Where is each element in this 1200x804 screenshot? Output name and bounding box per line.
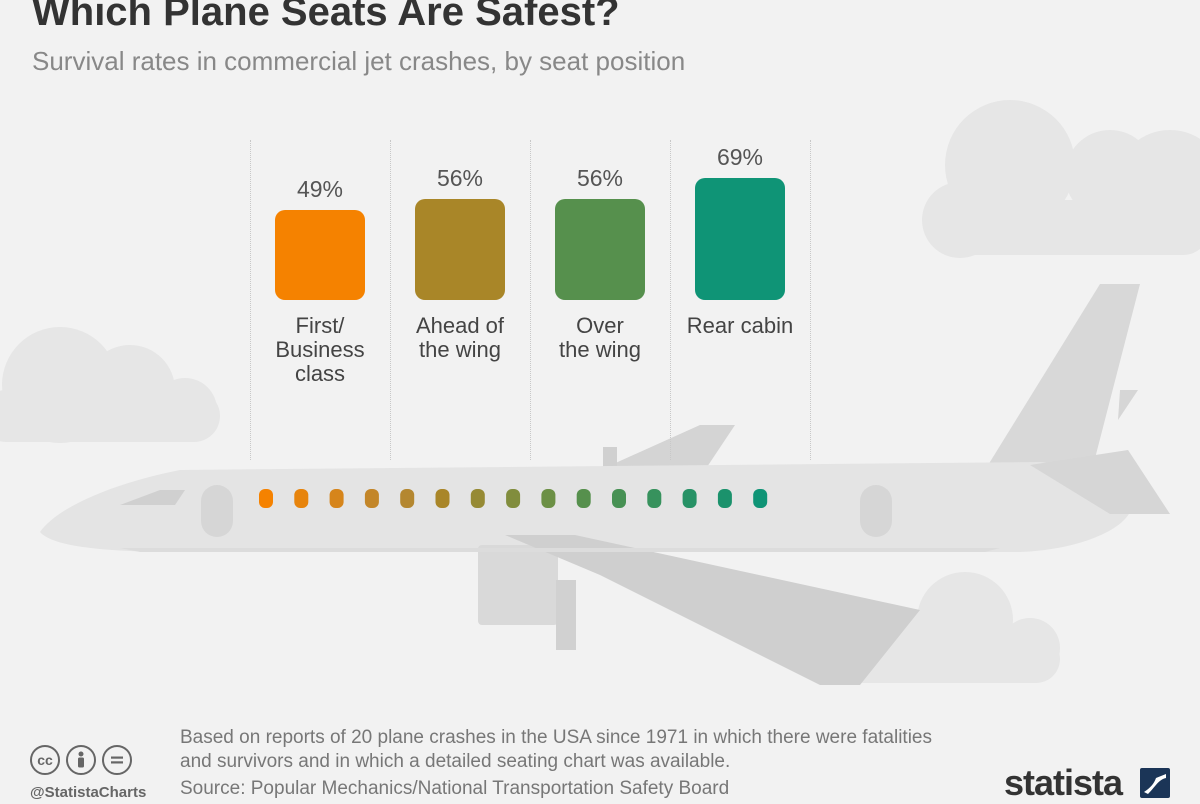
- cc-icon[interactable]: cc: [30, 745, 60, 775]
- category-label-line: class: [294, 361, 346, 386]
- category-label-line: Ahead of: [415, 313, 505, 338]
- bar-column: 49% First/Business class: [250, 0, 390, 400]
- plane-window: [753, 489, 768, 508]
- footer-note: Based on reports of 20 plane crashes in …: [180, 727, 932, 772]
- plane-window: [470, 489, 485, 508]
- plane-window: [259, 489, 273, 508]
- bar-category-label: Over the wing: [530, 314, 670, 362]
- plane-window: [364, 489, 379, 508]
- bar: [415, 198, 505, 300]
- plane-window: [400, 489, 415, 508]
- social-handle[interactable]: @StatistaCharts: [30, 784, 147, 801]
- bar-value-label: 49%: [296, 176, 344, 202]
- plane-window: [682, 489, 697, 508]
- category-label-line: Rear cabin: [686, 313, 794, 338]
- chart-title: Which Plane Seats Are Safest?: [32, 0, 620, 34]
- category-label-line: First/: [295, 313, 345, 338]
- plane-window: [294, 489, 309, 508]
- divider-line: [390, 140, 391, 460]
- no-derivatives-icon[interactable]: [102, 745, 132, 775]
- statista-logo-mark-icon: [1140, 768, 1170, 798]
- plane-window: [647, 489, 662, 508]
- bar-value-label: 69%: [716, 144, 764, 170]
- cloud-left: [0, 327, 220, 443]
- source-text: Source: Popular Mechanics/National Trans…: [180, 778, 730, 799]
- bar-category-label: Ahead of the wing: [390, 314, 530, 362]
- plane-window: [541, 489, 556, 508]
- bar-column: 69% Rear cabin: [670, 0, 810, 400]
- category-label-line: the wing: [419, 337, 501, 362]
- attribution-icon[interactable]: [66, 745, 96, 775]
- bar-category-label: First/Business class: [250, 314, 390, 386]
- bar-column: 56% Ahead of the wing: [390, 0, 530, 400]
- divider-line: [810, 140, 811, 460]
- divider-line: [250, 140, 251, 460]
- statista-logo[interactable]: statista: [1004, 762, 1123, 803]
- bar-value-label: 56%: [436, 164, 484, 191]
- cloud-bottom-right: [840, 572, 1060, 683]
- bar-category-label: Rear cabin: [670, 314, 810, 338]
- bar: [555, 198, 645, 300]
- divider-line: [670, 140, 671, 460]
- plane-window: [435, 489, 450, 508]
- license-icons: cc: [30, 745, 132, 775]
- category-label-line: the wing: [559, 337, 641, 362]
- chart-subtitle: Survival rates in commercial jet crashes…: [32, 46, 686, 76]
- plane-window: [329, 489, 344, 508]
- category-label-line: Business: [275, 337, 365, 362]
- category-label-line: Over: [576, 313, 624, 338]
- plane-window: [506, 489, 521, 508]
- window-row: [259, 489, 768, 508]
- divider-line: [530, 140, 531, 460]
- bar-column: 56% Over the wing: [530, 0, 670, 400]
- plane-window: [612, 489, 626, 508]
- bar: [695, 178, 785, 300]
- plane-window: [576, 489, 591, 508]
- cloud-top-right: [922, 100, 1200, 258]
- bar-value-label: 56%: [576, 164, 624, 191]
- plane-window: [717, 489, 732, 508]
- bar: [275, 210, 365, 300]
